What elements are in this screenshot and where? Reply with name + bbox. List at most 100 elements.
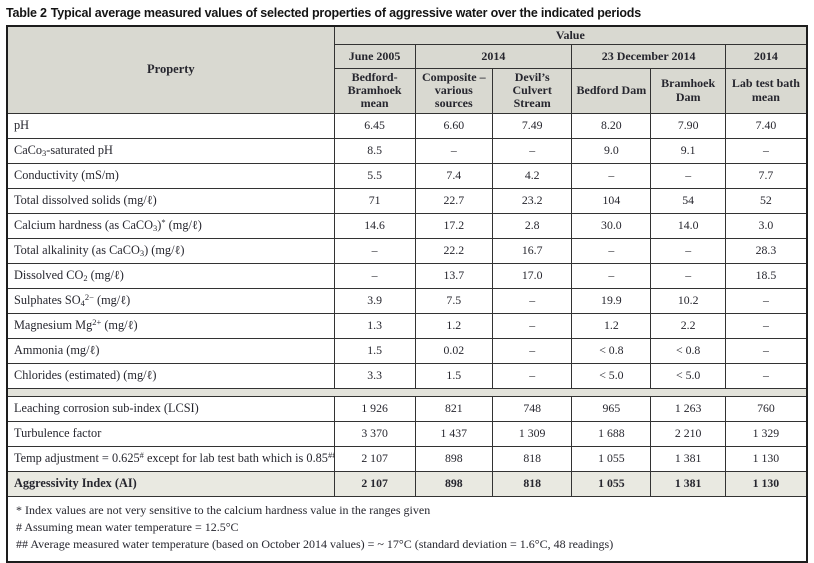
table-row: Leaching corrosion sub-index (LCSI) 1 926…	[6, 395, 808, 422]
value-header: Value	[333, 25, 808, 45]
table-body: pH 6.45 6.60 7.49 8.20 7.90 7.40 CaCo3-saturate…	[6, 112, 808, 563]
value-cell: –	[724, 362, 808, 389]
value-cell: 1 130	[724, 470, 808, 497]
value-cell: 748	[492, 395, 573, 422]
value-cell: 2.8	[492, 212, 573, 239]
table-header: Property Value June 2005 2014 23 December …	[6, 25, 808, 114]
property-cell: Conductivity (mS/m)	[6, 162, 335, 189]
value-cell: 71	[333, 187, 416, 214]
source-header: Bedford Dam	[571, 67, 652, 114]
value-cell: 898	[414, 445, 494, 472]
value-cell: 3.0	[724, 212, 808, 239]
value-cell: 7.49	[492, 112, 573, 139]
value-cell: 17.2	[414, 212, 494, 239]
value-cell: 14.6	[333, 212, 416, 239]
value-cell: –	[724, 137, 808, 164]
value-cell: 818	[492, 470, 573, 497]
value-cell: 9.1	[650, 137, 726, 164]
property-cell: Aggressivity Index (AI)	[6, 470, 335, 497]
value-cell: 1 381	[650, 445, 726, 472]
value-cell: 760	[724, 395, 808, 422]
value-cell: –	[492, 287, 573, 314]
value-cell: –	[650, 237, 726, 264]
value-cell: 54	[650, 187, 726, 214]
value-cell: –	[650, 162, 726, 189]
property-header: Property	[6, 25, 335, 114]
value-cell: 4.2	[492, 162, 573, 189]
source-header: Devil’s Culvert Stream	[492, 67, 573, 114]
value-cell: 52	[724, 187, 808, 214]
table-row: Sulphates SO42− (mg/ℓ) 3.9 7.5–19.9 10.2–	[6, 287, 808, 314]
table-row: Temp adjustment = 0.625# except for lab …	[6, 445, 808, 472]
value-cell: 1.3	[333, 312, 416, 339]
value-cell: 104	[571, 187, 652, 214]
value-cell: 7.40	[724, 112, 808, 139]
table-title: Table 2 Typical average measured values o…	[0, 0, 814, 25]
section-divider-cell	[6, 387, 808, 397]
table-row: Calcium hardness (as CaCO3)* (mg/ℓ) 14.6 1…	[6, 212, 808, 239]
value-cell: < 5.0	[650, 362, 726, 389]
table-row: Aggressivity Index (AI) 2 107 898 818 1 055 1…	[6, 470, 808, 497]
value-cell: 3 370	[333, 420, 416, 447]
value-cell: 10.2	[650, 287, 726, 314]
value-cell: < 5.0	[571, 362, 652, 389]
value-cell: < 0.8	[571, 337, 652, 364]
value-cell: 2 107	[333, 470, 416, 497]
value-cell: –	[724, 337, 808, 364]
footnote-line: # Assuming mean water temperature = 12.5…	[16, 519, 239, 534]
value-cell: 2.2	[650, 312, 726, 339]
value-cell: –	[333, 262, 416, 289]
value-cell: –	[492, 362, 573, 389]
value-cell: 2 210	[650, 420, 726, 447]
table-row: Magnesium Mg2+ (mg/ℓ) 1.3 1.2–1.2 2.2–	[6, 312, 808, 339]
property-cell: Magnesium Mg2+ (mg/ℓ)	[6, 312, 335, 339]
table-caption: Typical average measured values of selec…	[50, 6, 641, 20]
value-cell: –	[650, 262, 726, 289]
value-cell: 1 055	[571, 445, 652, 472]
data-table: Property Value June 2005 2014 23 December …	[6, 25, 808, 563]
period-header: 2014	[414, 43, 573, 69]
value-cell: 7.5	[414, 287, 494, 314]
value-cell: –	[724, 312, 808, 339]
value-cell: 1 688	[571, 420, 652, 447]
property-cell: Temp adjustment = 0.625# except for lab …	[6, 445, 335, 472]
value-cell: 28.3	[724, 237, 808, 264]
property-cell: Dissolved CO2 (mg/ℓ)	[6, 262, 335, 289]
table-number: Table 2	[6, 6, 47, 20]
property-cell: Total dissolved solids (mg/ℓ)	[6, 187, 335, 214]
value-cell: –	[571, 237, 652, 264]
value-header-row: Property Value	[6, 25, 808, 114]
value-cell: 14.0	[650, 212, 726, 239]
property-cell: Sulphates SO42− (mg/ℓ)	[6, 287, 335, 314]
value-cell: 965	[571, 395, 652, 422]
value-cell: 1.5	[333, 337, 416, 364]
property-cell: Ammonia (mg/ℓ)	[6, 337, 335, 364]
value-cell: 19.9	[571, 287, 652, 314]
value-cell: –	[492, 137, 573, 164]
value-cell: 7.7	[724, 162, 808, 189]
value-cell: < 0.8	[650, 337, 726, 364]
property-cell: Total alkalinity (as CaCO3) (mg/ℓ)	[6, 237, 335, 264]
value-cell: –	[724, 287, 808, 314]
value-cell: 1 381	[650, 470, 726, 497]
value-cell: 3.9	[333, 287, 416, 314]
property-cell: pH	[6, 112, 335, 139]
value-cell: 30.0	[571, 212, 652, 239]
footnotes-row: * Index values are not very sensitive to…	[6, 495, 808, 563]
value-cell: 7.90	[650, 112, 726, 139]
value-cell: –	[492, 337, 573, 364]
value-cell: 7.4	[414, 162, 494, 189]
value-cell: 18.5	[724, 262, 808, 289]
table-row: CaCo3-saturated pH 8.5– –9.0 9.1–	[6, 137, 808, 164]
period-header: 23 December 2014	[571, 43, 726, 69]
property-cell: Chlorides (estimated) (mg/ℓ)	[6, 362, 335, 389]
period-header: June 2005	[333, 43, 416, 69]
table-row: Dissolved CO2 (mg/ℓ) –13.7 17.0– –18.5	[6, 262, 808, 289]
value-cell: 1 263	[650, 395, 726, 422]
table-row: Ammonia (mg/ℓ) 1.5 0.02– < 0.8 < 0.8–	[6, 337, 808, 364]
source-header: Composite – various sources	[414, 67, 494, 114]
source-header: Lab test bath mean	[724, 67, 808, 114]
table-row: pH 6.45 6.60 7.49 8.20 7.90 7.40	[6, 112, 808, 139]
property-cell: Turbulence factor	[6, 420, 335, 447]
